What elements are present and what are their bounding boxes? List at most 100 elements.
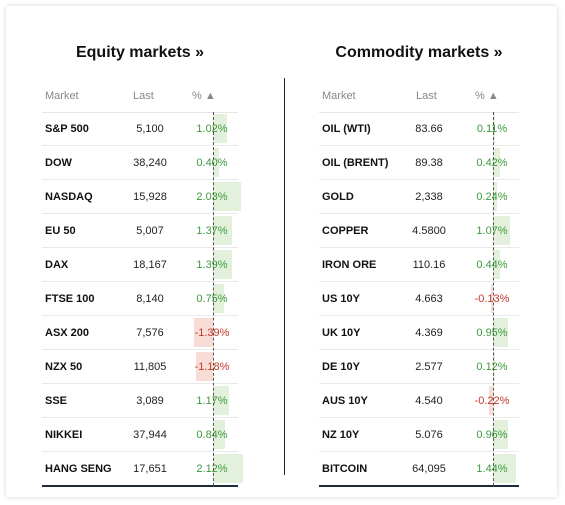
zero-baseline bbox=[213, 112, 214, 486]
last-value: 15,928 bbox=[133, 191, 167, 203]
commodity-table-header: Market Last % ▲ bbox=[319, 86, 519, 113]
change-bar bbox=[490, 284, 493, 313]
table-row[interactable]: BITCOIN 64,095 1.44% bbox=[319, 452, 519, 487]
change-bar bbox=[213, 284, 224, 313]
last-value: 110.16 bbox=[412, 259, 446, 271]
last-value: 4.5800 bbox=[412, 225, 446, 237]
last-value: 4.663 bbox=[415, 293, 443, 305]
last-value: 8,140 bbox=[136, 293, 164, 305]
last-value: 4.369 bbox=[415, 327, 443, 339]
change-bar bbox=[213, 216, 233, 245]
pct-change: 2.03% bbox=[196, 191, 228, 203]
market-name[interactable]: DOW bbox=[45, 157, 72, 169]
table-row[interactable]: NZ 10Y 5.076 0.96% bbox=[319, 418, 519, 452]
commodity-pct-column-header[interactable]: % ▲ bbox=[475, 90, 499, 102]
last-value: 37,944 bbox=[133, 429, 167, 441]
market-name[interactable]: SSE bbox=[45, 395, 68, 407]
pct-change: 0.84% bbox=[196, 429, 228, 441]
market-name[interactable]: US 10Y bbox=[322, 293, 360, 305]
last-value: 2,338 bbox=[415, 191, 443, 203]
table-row[interactable]: GOLD 2,338 0.24% bbox=[319, 180, 519, 214]
market-name[interactable]: NASDAQ bbox=[45, 191, 93, 203]
equity-last-column-header[interactable]: Last bbox=[133, 90, 154, 102]
table-row[interactable]: OIL (BRENT) 89.38 0.42% bbox=[319, 146, 519, 180]
table-row[interactable]: EU 50 5,007 1.37% bbox=[42, 214, 238, 248]
pct-change: 1.39% bbox=[196, 259, 228, 271]
equity-table-header: Market Last % ▲ bbox=[42, 86, 238, 113]
market-name[interactable]: FTSE 100 bbox=[45, 293, 95, 305]
pct-change: 1.37% bbox=[196, 225, 228, 237]
table-row[interactable]: FTSE 100 8,140 0.75% bbox=[42, 282, 238, 316]
pct-change: 2.12% bbox=[196, 463, 228, 475]
change-bar bbox=[213, 386, 230, 415]
market-name[interactable]: S&P 500 bbox=[45, 123, 89, 135]
last-value: 7,576 bbox=[136, 327, 164, 339]
change-bar bbox=[493, 216, 511, 245]
table-row[interactable]: NZX 50 11,805 -1.18% bbox=[42, 350, 238, 384]
last-value: 83.66 bbox=[415, 123, 443, 135]
commodity-rows: OIL (WTI) 83.66 0.11% OIL (BRENT) 89.38 0.42%… bbox=[319, 112, 519, 487]
last-value: 5,007 bbox=[136, 225, 164, 237]
market-name[interactable]: IRON ORE bbox=[322, 259, 377, 271]
table-row[interactable]: AUS 10Y 4.540 -0.22% bbox=[319, 384, 519, 418]
market-name[interactable]: NIKKEI bbox=[45, 429, 83, 441]
market-name[interactable]: NZ 10Y bbox=[322, 429, 360, 441]
change-bar bbox=[213, 114, 228, 143]
pct-change: 0.95% bbox=[476, 327, 508, 339]
table-row[interactable]: HANG SENG 17,651 2.12% bbox=[42, 452, 243, 487]
commodity-last-column-header[interactable]: Last bbox=[416, 90, 437, 102]
market-name[interactable]: COPPER bbox=[322, 225, 369, 237]
table-row[interactable]: US 10Y 4.663 -0.13% bbox=[319, 282, 519, 316]
pct-change: -0.13% bbox=[474, 293, 510, 305]
equity-pct-column-header[interactable]: % ▲ bbox=[192, 90, 216, 102]
table-row[interactable]: S&P 500 5,100 1.02% bbox=[42, 112, 238, 146]
change-bar bbox=[213, 250, 233, 279]
pct-change: 0.24% bbox=[476, 191, 508, 203]
last-value: 11,805 bbox=[133, 361, 167, 373]
table-row[interactable]: SSE 3,089 1.17% bbox=[42, 384, 238, 418]
last-value: 4.540 bbox=[415, 395, 443, 407]
equity-market-column-header[interactable]: Market bbox=[45, 90, 79, 102]
market-name[interactable]: AUS 10Y bbox=[322, 395, 368, 407]
table-row[interactable]: ASX 200 7,576 -1.39% bbox=[42, 316, 238, 350]
change-bar bbox=[493, 318, 509, 347]
last-value: 3,089 bbox=[136, 395, 164, 407]
change-bar bbox=[196, 352, 213, 381]
market-name[interactable]: EU 50 bbox=[45, 225, 76, 237]
table-row[interactable]: DOW 38,240 0.40% bbox=[42, 146, 238, 180]
pct-change: -1.18% bbox=[194, 361, 230, 373]
market-name[interactable]: GOLD bbox=[322, 191, 354, 203]
commodity-markets-title-link[interactable]: Commodity markets » bbox=[335, 44, 503, 61]
change-bar bbox=[493, 420, 509, 449]
table-row[interactable]: DE 10Y 2.577 0.12% bbox=[319, 350, 519, 384]
table-row[interactable]: IRON ORE 110.16 0.44% bbox=[319, 248, 519, 282]
market-name[interactable]: ASX 200 bbox=[45, 327, 90, 339]
market-name[interactable]: DAX bbox=[45, 259, 69, 271]
table-row[interactable]: COPPER 4.5800 1.07% bbox=[319, 214, 519, 248]
pct-change: -0.22% bbox=[474, 395, 510, 407]
market-name[interactable]: OIL (BRENT) bbox=[322, 157, 389, 169]
pct-change: 1.17% bbox=[196, 395, 228, 407]
market-name[interactable]: OIL (WTI) bbox=[322, 123, 371, 135]
table-row[interactable]: NIKKEI 37,944 0.84% bbox=[42, 418, 238, 452]
equity-rows: S&P 500 5,100 1.02% DOW 38,240 0.40% NASDAQ 15,… bbox=[42, 112, 243, 487]
last-value: 17,651 bbox=[133, 463, 167, 475]
pct-change: 1.02% bbox=[196, 123, 228, 135]
table-row[interactable]: UK 10Y 4.369 0.95% bbox=[319, 316, 519, 350]
change-bar bbox=[489, 386, 493, 415]
pct-change: 0.42% bbox=[476, 157, 508, 169]
market-name[interactable]: NZX 50 bbox=[45, 361, 83, 373]
table-row[interactable]: NASDAQ 15,928 2.03% bbox=[42, 180, 242, 214]
table-row[interactable]: OIL (WTI) 83.66 0.11% bbox=[319, 112, 519, 146]
table-row[interactable]: DAX 18,167 1.39% bbox=[42, 248, 238, 282]
pct-change: 1.44% bbox=[476, 463, 508, 475]
change-bar bbox=[213, 148, 219, 177]
change-bar bbox=[213, 454, 243, 483]
markets-card: Equity markets » Market Last % ▲ S&P 500… bbox=[6, 6, 557, 497]
market-name[interactable]: DE 10Y bbox=[322, 361, 360, 373]
equity-markets-title-link[interactable]: Equity markets » bbox=[75, 44, 205, 61]
market-name[interactable]: UK 10Y bbox=[322, 327, 361, 339]
market-name[interactable]: BITCOIN bbox=[322, 463, 368, 475]
market-name[interactable]: HANG SENG bbox=[45, 463, 112, 475]
commodity-market-column-header[interactable]: Market bbox=[322, 90, 356, 102]
